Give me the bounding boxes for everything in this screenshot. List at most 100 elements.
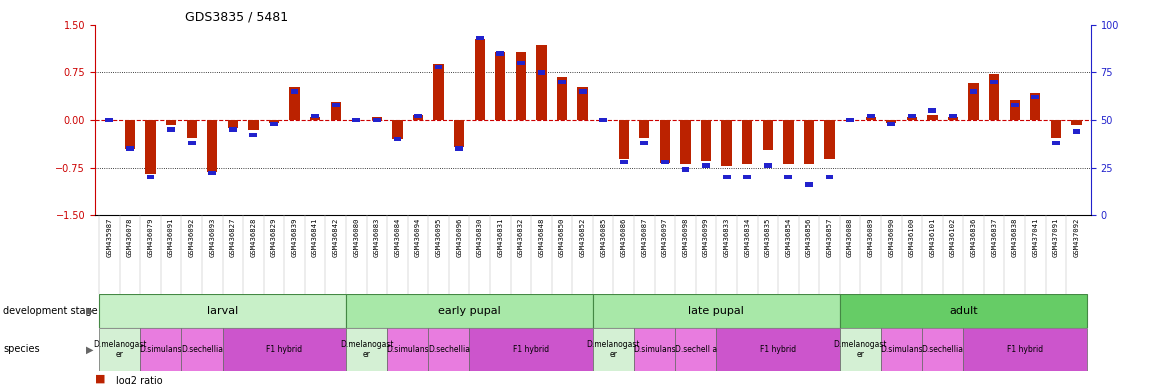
Text: GSM436831: GSM436831 — [497, 217, 504, 257]
Text: GSM436830: GSM436830 — [477, 217, 483, 257]
Bar — [415, 114, 422, 118]
Bar — [346, 328, 387, 371]
Bar — [743, 175, 752, 179]
Bar — [887, 122, 895, 126]
Bar — [579, 89, 586, 94]
Text: GDS3835 / 5481: GDS3835 / 5481 — [184, 10, 287, 23]
Text: GSM436857: GSM436857 — [827, 217, 833, 257]
Bar — [476, 36, 484, 40]
Text: GSM436101: GSM436101 — [930, 217, 936, 257]
Text: D.melanogast
er: D.melanogast er — [93, 340, 146, 359]
Bar — [536, 45, 547, 120]
Bar — [497, 51, 504, 56]
Text: GSM436829: GSM436829 — [271, 217, 277, 257]
Text: ▶: ▶ — [86, 344, 93, 354]
Bar — [824, 120, 835, 159]
Bar — [661, 160, 669, 164]
Bar — [578, 87, 588, 120]
Bar — [675, 328, 717, 371]
Text: GSM436856: GSM436856 — [806, 217, 812, 257]
Bar — [558, 80, 566, 84]
Text: GSM436086: GSM436086 — [621, 217, 626, 257]
Text: F1 hybrid: F1 hybrid — [266, 345, 302, 354]
Bar — [310, 117, 321, 120]
Bar — [207, 120, 218, 172]
Bar — [593, 294, 840, 328]
Bar — [969, 89, 977, 94]
Bar — [1071, 120, 1082, 125]
Text: GSM436837: GSM436837 — [991, 217, 997, 257]
Text: GSM437092: GSM437092 — [1073, 217, 1079, 257]
Bar — [635, 328, 675, 371]
Bar — [968, 83, 979, 120]
Bar — [229, 127, 236, 132]
Text: GSM436087: GSM436087 — [642, 217, 647, 257]
Text: GSM436854: GSM436854 — [785, 217, 791, 257]
Text: larval: larval — [207, 306, 239, 316]
Bar — [764, 164, 771, 168]
Bar — [702, 164, 710, 168]
Bar — [865, 117, 875, 120]
Text: GSM436093: GSM436093 — [210, 217, 215, 257]
Text: GSM436839: GSM436839 — [292, 217, 298, 257]
Text: GSM436838: GSM436838 — [1012, 217, 1018, 257]
Bar — [929, 108, 937, 113]
Bar — [188, 141, 196, 145]
Bar — [783, 120, 793, 164]
Text: GSM436827: GSM436827 — [229, 217, 236, 257]
Bar — [516, 61, 525, 65]
Bar — [922, 328, 963, 371]
Bar — [701, 120, 711, 161]
Text: GSM436836: GSM436836 — [970, 217, 976, 257]
Bar — [455, 146, 463, 151]
Bar — [248, 120, 258, 129]
Text: GSM436089: GSM436089 — [867, 217, 873, 257]
Text: GSM436841: GSM436841 — [313, 217, 318, 257]
Bar — [682, 167, 689, 172]
Text: D.sechell a: D.sechell a — [675, 345, 717, 354]
Bar — [393, 120, 403, 139]
Text: GSM436091: GSM436091 — [168, 217, 174, 257]
Bar — [840, 328, 881, 371]
Bar — [475, 39, 485, 120]
Text: GSM436850: GSM436850 — [559, 217, 565, 257]
Bar — [1072, 129, 1080, 134]
Bar — [330, 102, 340, 120]
Bar — [166, 120, 176, 125]
Bar — [373, 118, 381, 122]
Bar — [1011, 103, 1019, 107]
Text: GSM436096: GSM436096 — [456, 217, 462, 257]
Text: GSM436095: GSM436095 — [435, 217, 441, 257]
Bar — [593, 328, 635, 371]
Bar — [496, 51, 505, 120]
Text: GSM436098: GSM436098 — [682, 217, 689, 257]
Bar — [1032, 95, 1039, 99]
Text: GSM436097: GSM436097 — [662, 217, 668, 257]
Text: GSM436078: GSM436078 — [127, 217, 133, 257]
Text: D.sechellia: D.sechellia — [427, 345, 470, 354]
Bar — [804, 120, 814, 164]
Bar — [881, 328, 922, 371]
Text: GSM437041: GSM437041 — [1032, 217, 1039, 257]
Text: D.simulans: D.simulans — [139, 345, 182, 354]
Text: GSM436094: GSM436094 — [415, 217, 422, 257]
Bar — [721, 120, 732, 166]
Bar — [826, 175, 834, 179]
Text: late pupal: late pupal — [688, 306, 745, 316]
Text: GSM436852: GSM436852 — [580, 217, 586, 257]
Bar — [557, 77, 567, 120]
Bar — [763, 120, 772, 151]
Text: GSM436835: GSM436835 — [764, 217, 771, 257]
Bar — [186, 120, 197, 138]
Bar — [346, 294, 593, 328]
Bar — [290, 87, 300, 120]
Bar — [840, 294, 1086, 328]
Text: GSM436099: GSM436099 — [703, 217, 709, 257]
Bar — [332, 103, 339, 107]
Text: GSM436083: GSM436083 — [374, 217, 380, 257]
Bar — [1051, 141, 1060, 145]
Text: GSM436848: GSM436848 — [538, 217, 544, 257]
Bar — [805, 182, 813, 187]
Bar — [620, 160, 628, 164]
Text: D.simulans: D.simulans — [387, 345, 428, 354]
